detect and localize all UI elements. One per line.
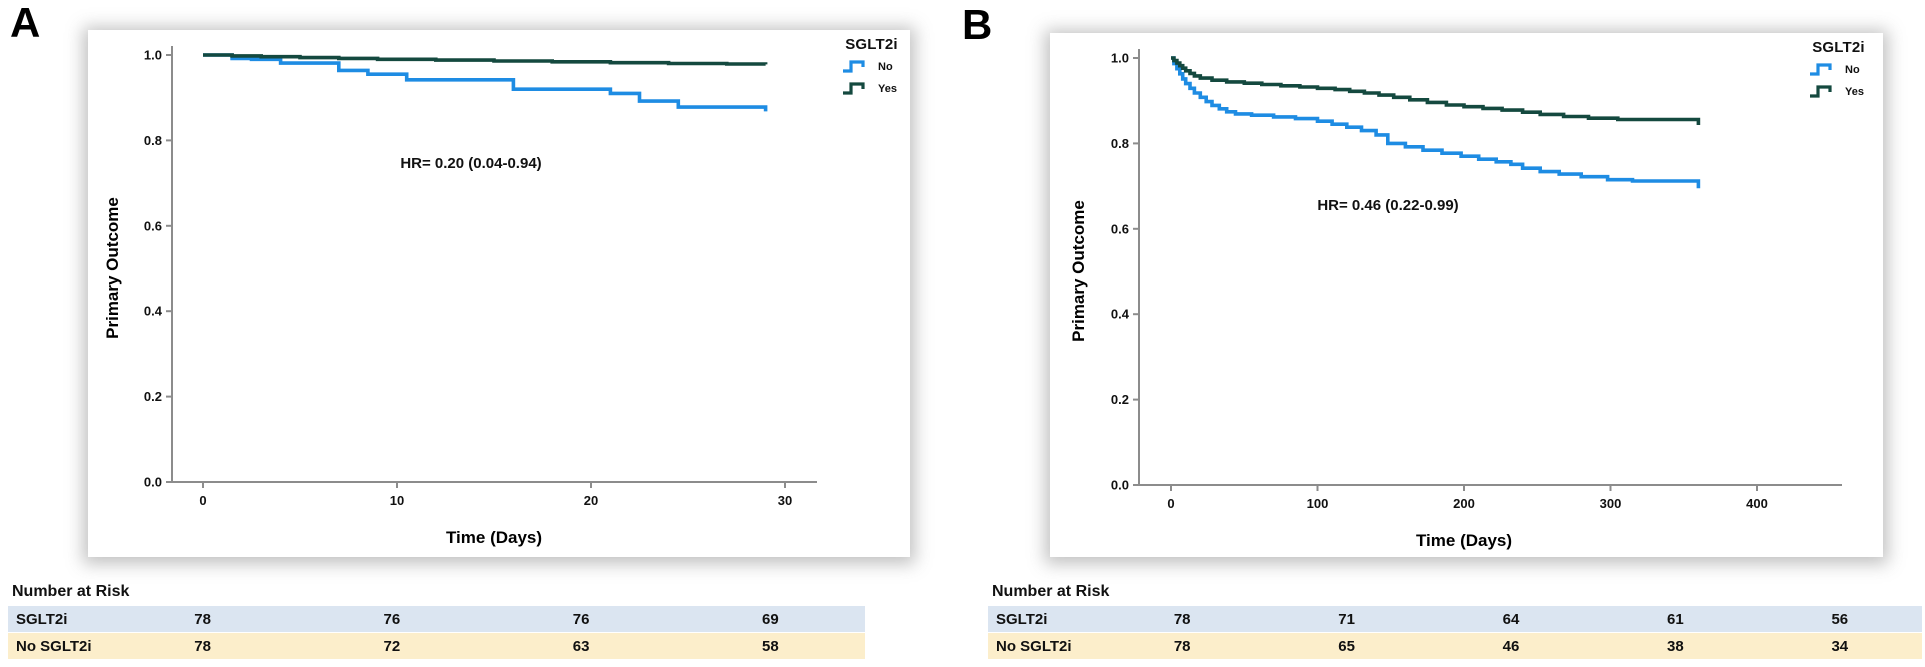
risk-value: 34 [1831, 637, 1849, 655]
risk-value: 38 [1667, 637, 1684, 655]
risk-table-title: Number at Risk [12, 583, 130, 600]
step-line-icon [1810, 85, 1832, 98]
panel-a-label: A [10, 0, 41, 46]
x-tick-label: 300 [1600, 496, 1622, 511]
risk-value: 69 [762, 610, 779, 628]
risk-value: 64 [1502, 610, 1520, 628]
x-tick-label: 200 [1453, 496, 1475, 511]
legend-label-yes: Yes [1845, 85, 1864, 98]
x-axis-title: Time (Days) [1416, 531, 1512, 550]
hr-annotation: HR= 0.20 (0.04-0.94) [400, 155, 541, 172]
risk-value: 72 [383, 637, 401, 655]
risk-row-label: No SGLT2i [996, 637, 1072, 655]
x-tick-label: 100 [1307, 496, 1329, 511]
risk-table-rows: SGLT2i 78 76 76 69 No SGLT2i 78 72 63 58 [8, 606, 865, 659]
risk-value: 78 [1173, 610, 1191, 628]
legend-item-no: No [1806, 61, 1871, 78]
legend-item-yes: Yes [1806, 83, 1871, 100]
legend-label-yes: Yes [878, 82, 897, 95]
legend-title: SGLT2i [1812, 39, 1865, 56]
y-tick-label: 0.2 [1111, 392, 1129, 407]
x-tick-label: 30 [778, 493, 792, 508]
km-curve-no [203, 53, 768, 112]
risk-value: 46 [1502, 637, 1520, 655]
step-line-icon [843, 60, 865, 73]
legend-label-no: No [878, 60, 893, 73]
y-tick-label: 1.0 [1111, 51, 1129, 66]
risk-value: 63 [572, 637, 590, 655]
legend-title: SGLT2i [845, 36, 898, 53]
x-tick-label: 0 [1167, 496, 1174, 511]
risk-table-row: No SGLT2i 78 65 46 38 34 [988, 633, 1922, 659]
legend-item-yes: Yes [839, 80, 904, 97]
y-tick-label: 0.6 [1111, 221, 1129, 236]
km-plot-a: 0.0 0.2 0.4 0.6 0.8 1.0 0 10 20 30 Time (Days) Prim… [103, 46, 817, 547]
risk-table-row: SGLT2i 78 76 76 69 [8, 606, 865, 632]
risk-value: 76 [572, 610, 590, 628]
panel-b-label: B [962, 1, 993, 48]
legend-item-no: No [839, 58, 904, 75]
risk-value: 61 [1667, 610, 1684, 628]
km-curve-no [1171, 56, 1701, 189]
risk-value: 76 [383, 610, 401, 628]
y-tick-label: 0.2 [144, 389, 162, 404]
risk-table-rows: SGLT2i 78 71 64 61 56 No SGLT2i 78 65 46 38 34 [988, 606, 1922, 659]
risk-row-label: No SGLT2i [16, 637, 92, 655]
legend-a: SGLT2i No Yes [839, 36, 904, 102]
x-tick-label: 10 [390, 493, 404, 508]
panel-a-card: 0.0 0.2 0.4 0.6 0.8 1.0 0 10 20 30 Time (Days) Prim… [88, 30, 910, 557]
km-plot-b: 0.0 0.2 0.4 0.6 0.8 1.0 0 100 200 300 400 Time (Day… [1069, 49, 1842, 550]
risk-table-title: Number at Risk [992, 583, 1110, 600]
x-axis-title: Time (Days) [446, 528, 542, 547]
number-at-risk-table-b: Number at Risk SGLT2i 78 71 64 61 56 No SGLT2i… [988, 583, 1922, 660]
y-tick-label: 0.4 [1111, 307, 1130, 322]
x-tick-label: 20 [584, 493, 598, 508]
km-curve-yes [1171, 56, 1701, 125]
y-axis-title: Primary Outcome [103, 197, 122, 339]
hr-annotation: HR= 0.46 (0.22-0.99) [1317, 197, 1458, 214]
risk-value: 58 [762, 637, 779, 655]
risk-value: 78 [194, 610, 211, 628]
y-axis-title: Primary Outcome [1069, 200, 1088, 342]
y-tick-label: 0.4 [144, 304, 163, 319]
risk-value: 65 [1338, 637, 1355, 655]
y-tick-label: 0.8 [144, 133, 162, 148]
legend-label-no: No [1845, 63, 1860, 76]
risk-value: 71 [1338, 610, 1355, 628]
step-line-icon [843, 82, 865, 95]
y-tick-label: 1.0 [144, 48, 162, 63]
legend-b: SGLT2i No Yes [1806, 39, 1871, 105]
risk-value: 78 [1173, 637, 1191, 655]
y-tick-label: 0.0 [144, 475, 162, 490]
risk-value: 56 [1831, 610, 1849, 628]
risk-table-row: SGLT2i 78 71 64 61 56 [988, 606, 1922, 632]
x-tick-label: 400 [1746, 496, 1768, 511]
km-curve-yes [203, 53, 768, 66]
y-tick-label: 0.8 [1111, 136, 1129, 151]
y-tick-label: 0.0 [1111, 478, 1129, 493]
y-tick-label: 0.6 [144, 218, 162, 233]
risk-value: 78 [194, 637, 211, 655]
risk-table-row: No SGLT2i 78 72 63 58 [8, 633, 865, 659]
step-line-icon [1810, 63, 1832, 76]
panel-b-card: 0.0 0.2 0.4 0.6 0.8 1.0 0 100 200 300 400 Time (Day… [1050, 33, 1883, 557]
risk-row-label: SGLT2i [16, 610, 68, 628]
risk-row-label: SGLT2i [996, 610, 1048, 628]
x-tick-label: 0 [199, 493, 206, 508]
number-at-risk-table-a: Number at Risk SGLT2i 78 76 76 69 No SGLT2i 78… [8, 583, 865, 660]
